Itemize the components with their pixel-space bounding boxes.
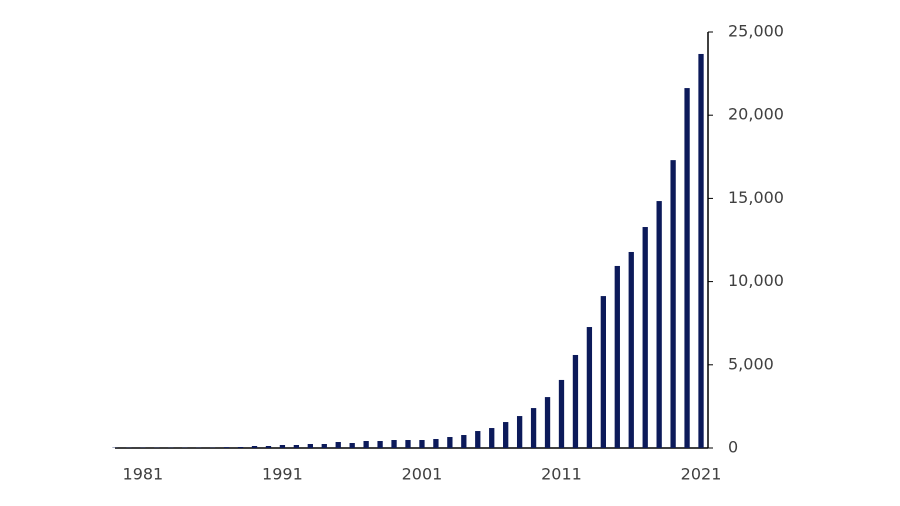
bar xyxy=(614,265,620,448)
bar xyxy=(670,160,676,449)
bar xyxy=(530,408,537,448)
x-tick-label: 2011 xyxy=(541,465,582,484)
bar xyxy=(475,431,481,448)
bar xyxy=(600,296,606,448)
bar xyxy=(544,397,551,448)
bar xyxy=(642,227,648,448)
bar xyxy=(516,416,523,448)
bar xyxy=(628,251,634,448)
bar xyxy=(489,428,495,448)
bar xyxy=(656,201,662,448)
bar xyxy=(586,327,593,448)
bar xyxy=(572,354,579,448)
bar xyxy=(265,446,272,448)
bar xyxy=(237,447,244,448)
bar xyxy=(363,441,369,448)
bar xyxy=(335,442,341,448)
y-tick-label: 20,000 xyxy=(728,105,784,124)
bar xyxy=(419,440,425,448)
y-tick-label: 10,000 xyxy=(728,271,784,290)
bar xyxy=(558,379,565,448)
y-tick-label: 5,000 xyxy=(728,354,774,373)
bar xyxy=(433,439,439,448)
bar xyxy=(293,445,300,448)
bar xyxy=(698,53,704,448)
bar xyxy=(251,446,258,448)
bar xyxy=(684,88,690,449)
bar xyxy=(405,440,411,448)
bar xyxy=(377,441,383,448)
x-tick-label: 1981 xyxy=(123,465,164,484)
bar xyxy=(307,444,313,448)
bar xyxy=(223,447,230,448)
x-tick-label: 2021 xyxy=(681,465,722,484)
x-tick-label: 1991 xyxy=(262,465,303,484)
bar xyxy=(349,443,355,448)
bar xyxy=(461,435,467,448)
y-tick-label: 25,000 xyxy=(728,22,784,41)
bar xyxy=(321,444,327,448)
bar xyxy=(447,437,453,448)
y-tick-label: 0 xyxy=(728,438,738,457)
bar xyxy=(279,445,286,448)
y-tick-label: 15,000 xyxy=(728,188,784,207)
x-tick-label: 2001 xyxy=(402,465,443,484)
bar xyxy=(503,422,509,448)
bar xyxy=(391,440,397,448)
